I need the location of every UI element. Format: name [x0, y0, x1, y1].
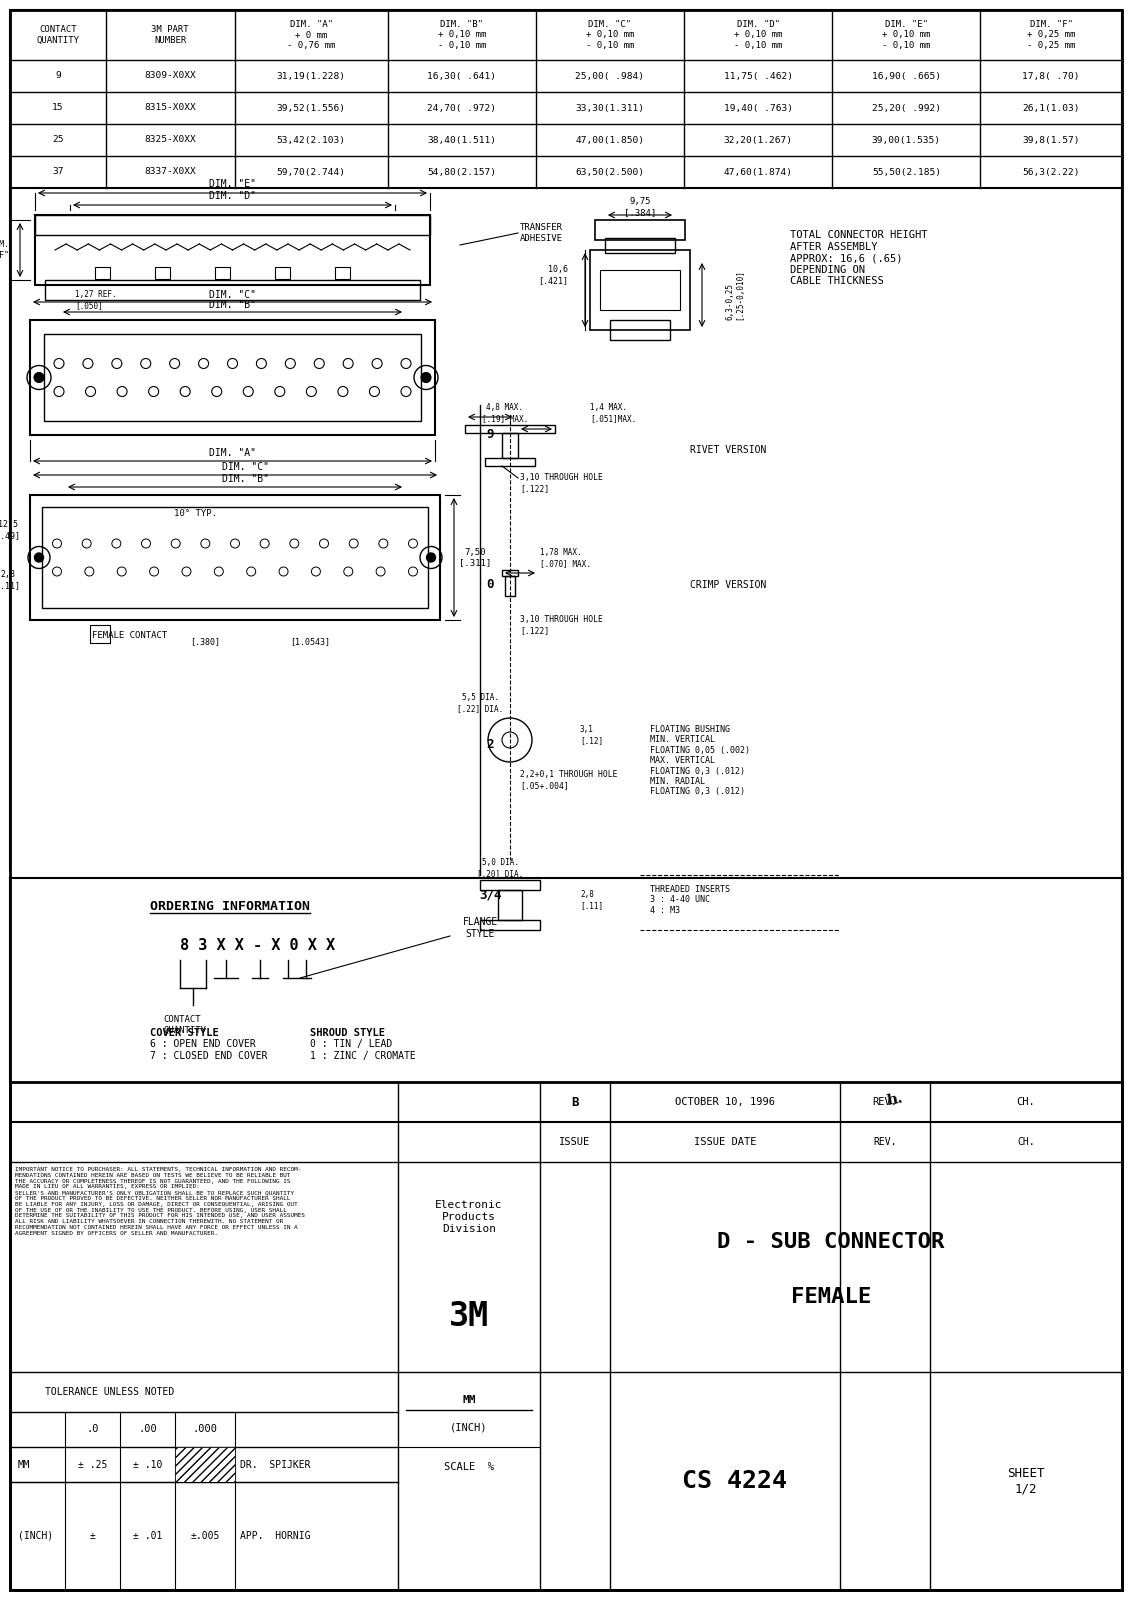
Text: 26,1(1.03): 26,1(1.03): [1022, 104, 1080, 112]
Text: DIM. "C"
+ 0,10 mm
- 0,10 mm: DIM. "C" + 0,10 mm - 0,10 mm: [585, 21, 634, 50]
Text: DIM. "C": DIM. "C": [209, 290, 256, 301]
Text: ± .25: ± .25: [78, 1459, 108, 1469]
Text: RIVET VERSION: RIVET VERSION: [691, 445, 766, 454]
Text: 3/4: 3/4: [479, 888, 501, 901]
Bar: [44, 334, 421, 421]
Text: .000: .000: [192, 1424, 217, 1435]
Text: 19,40( .763): 19,40( .763): [723, 104, 792, 112]
Text: 2: 2: [487, 739, 494, 752]
Text: 33,30(1.311): 33,30(1.311): [575, 104, 644, 112]
Bar: [31, 320, 435, 435]
Bar: [590, 250, 691, 330]
Text: 8337-X0XX: 8337-X0XX: [144, 168, 196, 176]
Text: FLOATING BUSHING
MIN. VERTICAL
FLOATING 0,05 (.002)
MAX. VERTICAL
FLOATING 0,3 (: FLOATING BUSHING MIN. VERTICAL FLOATING …: [650, 725, 751, 797]
Text: DIM. "B"
+ 0,10 mm
- 0,10 mm: DIM. "B" + 0,10 mm - 0,10 mm: [438, 21, 486, 50]
Text: 25: 25: [52, 136, 63, 144]
Text: DIM. "A": DIM. "A": [209, 448, 256, 458]
Text: 8309-X0XX: 8309-X0XX: [144, 72, 196, 80]
Text: ±.005: ±.005: [190, 1531, 220, 1541]
Bar: [501, 570, 518, 576]
Text: 6,3-0,25
[.25-0,010]: 6,3-0,25 [.25-0,010]: [724, 269, 745, 320]
Text: 16,90( .665): 16,90( .665): [872, 72, 941, 80]
Text: FEMALE CONTACT: FEMALE CONTACT: [93, 630, 168, 640]
Text: ORDERING INFORMATION: ORDERING INFORMATION: [151, 899, 310, 912]
Text: 47,00(1.850): 47,00(1.850): [575, 136, 644, 144]
Text: 24,70( .972): 24,70( .972): [427, 104, 496, 112]
Bar: [10, 1082, 1122, 1590]
Bar: [604, 238, 675, 253]
Bar: [215, 267, 230, 278]
Text: FEMALE: FEMALE: [791, 1286, 872, 1307]
Text: 2,2+0,1 THROUGH HOLE
[.05+.004]: 2,2+0,1 THROUGH HOLE [.05+.004]: [520, 770, 617, 790]
Text: 16,30( .641): 16,30( .641): [427, 72, 496, 80]
Text: 8325-X0XX: 8325-X0XX: [144, 136, 196, 144]
Bar: [600, 270, 680, 310]
Text: TOTAL CONNECTOR HEIGHT
AFTER ASSEMBLY
APPROX: 16,6 (.65)
DEPENDING ON
CABLE THIC: TOTAL CONNECTOR HEIGHT AFTER ASSEMBLY AP…: [790, 230, 927, 286]
Text: (INCH): (INCH): [18, 1531, 53, 1541]
Bar: [610, 320, 670, 341]
Text: DIM. "A"
+ 0 mm
- 0,76 mm: DIM. "A" + 0 mm - 0,76 mm: [288, 21, 335, 50]
Text: DIM. "C": DIM. "C": [222, 462, 268, 472]
Text: 5,0 DIA.
[.20] DIA.: 5,0 DIA. [.20] DIA.: [477, 858, 523, 878]
Text: CONTACT
QUANTITY: CONTACT QUANTITY: [163, 1016, 206, 1035]
Text: DIM. "D": DIM. "D": [209, 190, 256, 202]
Bar: [95, 267, 110, 278]
Text: THREADED INSERTS
3 : 4-40 UNC
4 : M3: THREADED INSERTS 3 : 4-40 UNC 4 : M3: [650, 885, 730, 915]
Bar: [155, 267, 170, 278]
Bar: [35, 214, 430, 235]
Text: D - SUB CONNECTOR: D - SUB CONNECTOR: [718, 1232, 945, 1251]
Bar: [91, 626, 110, 643]
Text: 54,80(2.157): 54,80(2.157): [427, 168, 496, 176]
Text: [1.0543]: [1.0543]: [290, 637, 331, 646]
Text: 39,00(1.535): 39,00(1.535): [872, 136, 941, 144]
Text: 8 3 X X - X 0 X X: 8 3 X X - X 0 X X: [180, 939, 335, 954]
Text: TRANSFER
ADHESIVE: TRANSFER ADHESIVE: [520, 224, 563, 243]
Text: Electronic
Products
Division: Electronic Products Division: [435, 1200, 503, 1234]
Text: 15: 15: [52, 104, 63, 112]
Text: TOLERANCE UNLESS NOTED: TOLERANCE UNLESS NOTED: [45, 1387, 174, 1397]
Text: REV.: REV.: [873, 1138, 897, 1147]
Text: DIM. "B": DIM. "B": [209, 301, 256, 310]
Text: 17,8( .70): 17,8( .70): [1022, 72, 1080, 80]
Text: 8315-X0XX: 8315-X0XX: [144, 104, 196, 112]
Text: 37: 37: [52, 168, 63, 176]
Text: IMPORTANT NOTICE TO PURCHASER: ALL STATEMENTS, TECHNICAL INFORMATION AND RECOM-
: IMPORTANT NOTICE TO PURCHASER: ALL STATE…: [15, 1166, 305, 1235]
Text: DIM.
"F": DIM. "F": [0, 240, 10, 259]
Text: CONTACT
QUANTITY: CONTACT QUANTITY: [36, 26, 79, 45]
Text: 53,42(2.103): 53,42(2.103): [276, 136, 345, 144]
Text: 3,10 THROUGH HOLE
[.122]: 3,10 THROUGH HOLE [.122]: [520, 616, 603, 635]
Text: 1,27 REF.
[.050]: 1,27 REF. [.050]: [75, 290, 117, 310]
Circle shape: [34, 554, 43, 562]
Text: 3,10 THROUGH HOLE
[.122]: 3,10 THROUGH HOLE [.122]: [520, 474, 603, 493]
Text: ISSUE: ISSUE: [559, 1138, 591, 1147]
Text: 0: 0: [487, 579, 494, 592]
Text: 47,60(1.874): 47,60(1.874): [723, 168, 792, 176]
Text: 9,75
[.384]: 9,75 [.384]: [624, 197, 657, 216]
Text: 2,8
[.11]: 2,8 [.11]: [580, 890, 603, 910]
Text: 39,52(1.556): 39,52(1.556): [276, 104, 345, 112]
Circle shape: [427, 554, 436, 562]
Text: 0 : TIN / LEAD
1 : ZINC / CROMATE: 0 : TIN / LEAD 1 : ZINC / CROMATE: [310, 1040, 415, 1061]
Text: MM: MM: [18, 1459, 31, 1469]
Text: 3,1
[.12]: 3,1 [.12]: [580, 725, 603, 744]
Text: 10,6
[.421]: 10,6 [.421]: [538, 266, 568, 285]
Text: SHEET
1/2: SHEET 1/2: [1007, 1467, 1045, 1494]
Text: MM: MM: [462, 1395, 475, 1405]
Text: 1,78 MAX.
[.070] MAX.: 1,78 MAX. [.070] MAX.: [540, 549, 591, 568]
Text: 11,75( .462): 11,75( .462): [723, 72, 792, 80]
Bar: [484, 458, 535, 466]
Bar: [275, 267, 290, 278]
Text: OCTOBER 10, 1996: OCTOBER 10, 1996: [675, 1098, 775, 1107]
Text: 25,00( .984): 25,00( .984): [575, 72, 644, 80]
Text: 4,8 MAX.
[.19] MAX.: 4,8 MAX. [.19] MAX.: [482, 403, 529, 422]
Text: COVER STYLE: COVER STYLE: [151, 1029, 218, 1038]
Text: 32,20(1.267): 32,20(1.267): [723, 136, 792, 144]
Text: ± .01: ± .01: [132, 1531, 162, 1541]
Text: 25,20( .992): 25,20( .992): [872, 104, 941, 112]
Text: h.: h.: [885, 1091, 904, 1109]
Text: APP.  HORNIG: APP. HORNIG: [240, 1531, 310, 1541]
Bar: [465, 426, 555, 434]
Text: 2,8
[.11]: 2,8 [.11]: [0, 570, 20, 590]
Text: [.380]: [.380]: [190, 637, 220, 646]
Text: 63,50(2.500): 63,50(2.500): [575, 168, 644, 176]
